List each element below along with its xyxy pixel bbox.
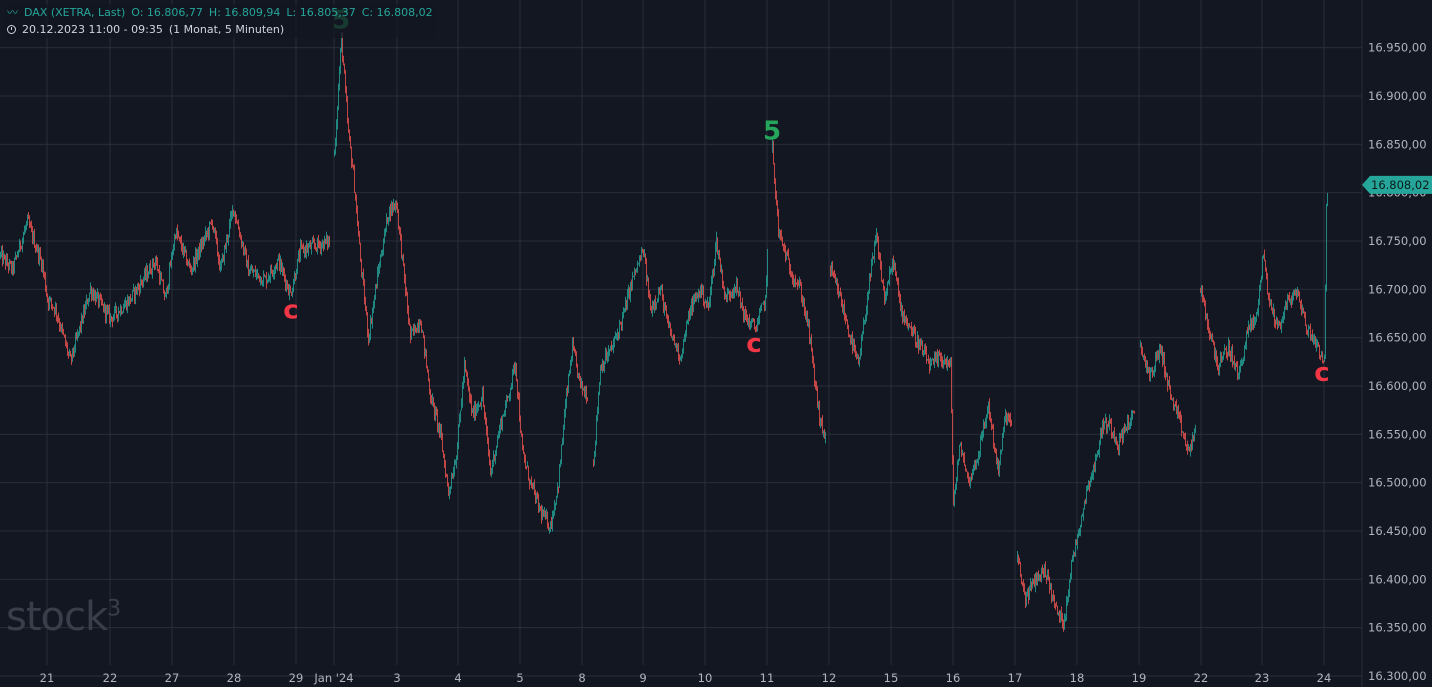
wave-label-c: c bbox=[283, 295, 298, 325]
price-tick-label: 16.650,00 bbox=[1368, 331, 1427, 345]
time-tick-label: 28 bbox=[227, 671, 242, 685]
price-tick-label: 16.300,00 bbox=[1368, 669, 1427, 683]
time-tick-label: 16 bbox=[946, 671, 961, 685]
price-tick-label: 16.450,00 bbox=[1368, 524, 1427, 538]
last-price-label: 16.808,02 bbox=[1371, 178, 1430, 192]
time-tick-label: 4 bbox=[454, 671, 461, 685]
symbol-label[interactable]: DAX (XETRA, Last) bbox=[24, 6, 126, 19]
time-tick-label: 8 bbox=[578, 671, 585, 685]
clock-icon bbox=[7, 25, 16, 34]
interval-label: (1 Monat, 5 Minuten) bbox=[168, 23, 285, 36]
stock3-logo: stock3 bbox=[6, 594, 121, 640]
time-tick-label: Jan '24 bbox=[313, 671, 353, 685]
time-tick-label: 27 bbox=[165, 671, 180, 685]
open-value: O: 16.806,77 bbox=[131, 6, 203, 19]
wave-label-5: 5 bbox=[763, 116, 781, 146]
time-tick-label: 18 bbox=[1070, 671, 1085, 685]
time-tick-label: 10 bbox=[698, 671, 713, 685]
price-tick-label: 16.900,00 bbox=[1368, 89, 1427, 103]
time-tick-label: 17 bbox=[1008, 671, 1023, 685]
price-tick-label: 16.550,00 bbox=[1368, 427, 1427, 441]
wave-label-c: c bbox=[746, 329, 761, 359]
price-tick-label: 16.400,00 bbox=[1368, 572, 1427, 586]
time-tick-label: 3 bbox=[393, 671, 400, 685]
last-price-tag: 16.808,02 bbox=[1362, 175, 1432, 194]
price-tick-label: 16.500,00 bbox=[1368, 476, 1427, 490]
range-row: 20.12.2023 11:00 - 09:35 (1 Monat, 5 Min… bbox=[4, 21, 436, 38]
time-tick-label: 22 bbox=[103, 671, 118, 685]
wave-labels: 55ccc bbox=[283, 5, 1329, 388]
time-tick-label: 29 bbox=[289, 671, 304, 685]
symbol-info: 〰 DAX (XETRA, Last) O: 16.806,77 H: 16.8… bbox=[4, 4, 436, 38]
price-tick-label: 16.850,00 bbox=[1368, 137, 1427, 151]
time-tick-label: 9 bbox=[639, 671, 646, 685]
date-range: 20.12.2023 11:00 - 09:35 bbox=[22, 23, 163, 36]
ohlc-row: 〰 DAX (XETRA, Last) O: 16.806,77 H: 16.8… bbox=[4, 4, 436, 21]
high-value: H: 16.809,94 bbox=[208, 6, 281, 19]
time-tick-label: 19 bbox=[1132, 671, 1147, 685]
price-tick-label: 16.600,00 bbox=[1368, 379, 1427, 393]
time-tick-label: 23 bbox=[1255, 671, 1270, 685]
time-tick-label: 22 bbox=[1194, 671, 1209, 685]
time-tick-label: 21 bbox=[40, 671, 55, 685]
time-tick-label: 11 bbox=[760, 671, 775, 685]
price-tick-label: 16.700,00 bbox=[1368, 282, 1427, 296]
wave-label-c: c bbox=[1314, 358, 1329, 388]
time-axis[interactable]: 21 22 27 28 29 Jan '24 3 4 5 8 9 10 11 12 15 16 17 18 19 22… bbox=[40, 671, 1332, 685]
close-value: C: 16.808,02 bbox=[361, 6, 433, 19]
chart-type-icon[interactable]: 〰 bbox=[7, 6, 18, 19]
logo-text: stock bbox=[6, 594, 108, 640]
time-tick-label: 5 bbox=[516, 671, 523, 685]
time-tick-label: 24 bbox=[1317, 671, 1332, 685]
low-value: L: 16.805,37 bbox=[286, 6, 356, 19]
price-axis-bg bbox=[1362, 0, 1432, 687]
price-tick-label: 16.350,00 bbox=[1368, 621, 1427, 635]
candles-layer bbox=[0, 32, 1328, 632]
price-tag-bg bbox=[1362, 175, 1432, 194]
price-tick-label: 16.950,00 bbox=[1368, 41, 1427, 55]
time-tick-label: 15 bbox=[884, 671, 899, 685]
price-tick-label: 16.750,00 bbox=[1368, 234, 1427, 248]
logo-sup: 3 bbox=[107, 596, 121, 622]
time-tick-label: 12 bbox=[822, 671, 837, 685]
